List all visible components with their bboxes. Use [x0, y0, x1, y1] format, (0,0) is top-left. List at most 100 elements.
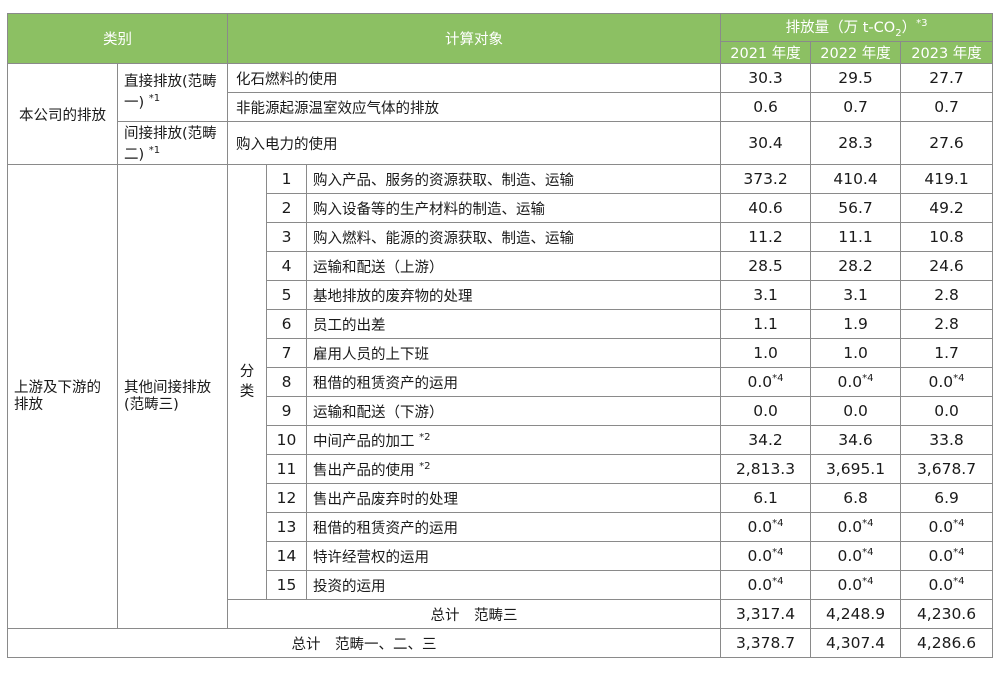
category-number: 14 — [266, 541, 307, 571]
row-target-text: 售出产品废弃时的处理 — [313, 491, 458, 508]
value-text: 419.1 — [924, 170, 969, 188]
row-target: 租借的租赁资产的运用 — [305, 512, 722, 542]
value-note: *4 — [953, 575, 965, 587]
row-target-text: 租借的租赁资产的运用 — [313, 520, 458, 537]
grand-total-2021: 3,378.7 — [720, 628, 812, 658]
header-year-2021: 2021 年度 — [720, 41, 812, 64]
direct-emission-note: *1 — [148, 93, 161, 105]
value-2021: 30.4 — [720, 121, 812, 165]
value-text: 28.2 — [838, 257, 873, 275]
value-text: 1.0 — [843, 344, 868, 362]
table-row: 15 投资的运用 0.0*4 0.0*4 0.0*4 — [8, 570, 994, 600]
value-2021: 30.3 — [720, 63, 812, 93]
value-2021: 0.0*4 — [720, 541, 812, 571]
value-text: 49.2 — [929, 199, 964, 217]
header-emission-note: *3 — [916, 18, 928, 30]
value-2023: 0.0*4 — [900, 367, 994, 397]
category-number: 6 — [266, 309, 307, 339]
grand-total-row: 总计 范畴一、二、三 3,378.7 4,307.4 4,286.6 — [6, 628, 994, 658]
row-target-text: 基地排放的废弃物的处理 — [313, 288, 473, 305]
value-text: 0.0 — [837, 576, 863, 594]
value-note: *4 — [772, 546, 784, 558]
value-2023: 0.0*4 — [900, 570, 994, 600]
row-target-text: 投资的运用 — [313, 578, 386, 595]
category-number: 13 — [266, 512, 307, 542]
table-row: 3 购入燃料、能源的资源获取、制造、运输 11.2 11.1 10.8 — [8, 222, 994, 252]
value-2023: 2.8 — [900, 280, 994, 310]
value-2022: 3,695.1 — [810, 454, 902, 484]
value-2022: 29.5 — [810, 63, 902, 93]
class-char-2: 类 — [239, 384, 255, 400]
value-text: 0.0 — [747, 576, 773, 594]
class-label: 分类 — [227, 164, 267, 600]
row-target: 基地排放的废弃物的处理 — [305, 280, 722, 310]
table-row: 14 特许经营权的运用 0.0*4 0.0*4 0.0*4 — [8, 541, 994, 571]
value-text: 1.7 — [934, 344, 959, 362]
value-text: 0.0 — [747, 518, 773, 536]
value-2022: 0.0*4 — [810, 512, 902, 542]
row-target-text: 员工的出差 — [313, 317, 386, 334]
table-row: 5 基地排放的废弃物的处理 3.1 3.1 2.8 — [8, 280, 994, 310]
row-target-text: 购入设备等的生产材料的制造、运输 — [313, 201, 545, 218]
header-emission: 排放量（万 t-CO2）*3 — [720, 13, 994, 42]
row-target-text: 雇用人员的上下班 — [313, 346, 429, 363]
value-text: 40.6 — [748, 199, 783, 217]
header-emission-suffix: ） — [901, 20, 917, 37]
direct-emission-label: 直接排放(范畴一) *1 — [117, 63, 228, 122]
table-row: 9 运输和配送（下游） 0.0 0.0 0.0 — [8, 396, 994, 426]
value-2022: 56.7 — [810, 193, 902, 223]
value-2022: 0.0 — [810, 396, 902, 426]
scope3-body: 上游及下游的排放 其他间接排放(范畴三) 分类 1 购入产品、服务的资源获取、制造、运输… — [7, 164, 994, 629]
value-text: 1.9 — [843, 315, 868, 333]
value-text: 410.4 — [833, 170, 878, 188]
value-text: 0.0 — [934, 402, 959, 420]
value-text: 0.0 — [928, 373, 954, 391]
emissions-table: 类别 计算对象 排放量（万 t-CO2）*3 2021 年度 2022 年度 2… — [6, 13, 994, 658]
row-target: 员工的出差 — [305, 309, 722, 339]
value-text: 3,678.7 — [916, 460, 977, 478]
value-2021: 0.6 — [720, 92, 812, 122]
value-2023: 0.0*4 — [900, 512, 994, 542]
value-2021: 0.0*4 — [720, 512, 812, 542]
category-number: 4 — [266, 251, 307, 281]
value-2022: 0.7 — [810, 92, 902, 122]
scope3-total-label: 总计 范畴三 — [226, 599, 722, 629]
value-text: 0.0 — [747, 373, 773, 391]
value-text: 2.8 — [934, 315, 959, 333]
row-target: 购入设备等的生产材料的制造、运输 — [305, 193, 722, 223]
value-text: 3.1 — [843, 286, 868, 304]
value-2022: 1.0 — [810, 338, 902, 368]
value-text: 1.0 — [753, 344, 778, 362]
row-target-text: 购入燃料、能源的资源获取、制造、运输 — [313, 230, 574, 247]
row-target: 中间产品的加工 *2 — [305, 425, 722, 455]
value-2022: 6.8 — [810, 483, 902, 513]
value-2021: 0.0*4 — [720, 367, 812, 397]
row-target-text: 购入产品、服务的资源获取、制造、运输 — [313, 172, 574, 189]
scope3-total-2022: 4,248.9 — [810, 599, 902, 629]
table-row: 2 购入设备等的生产材料的制造、运输 40.6 56.7 49.2 — [8, 193, 994, 223]
table-row: 4 运输和配送（上游） 28.5 28.2 24.6 — [8, 251, 994, 281]
value-2021: 0.0*4 — [720, 570, 812, 600]
value-2022: 410.4 — [810, 164, 902, 194]
value-text: 0.0 — [843, 402, 868, 420]
table-row: 13 租借的租赁资产的运用 0.0*4 0.0*4 0.0*4 — [8, 512, 994, 542]
upstream-downstream-label: 上游及下游的排放 — [7, 164, 118, 629]
row-target-note: *2 — [419, 431, 431, 443]
value-2021: 40.6 — [720, 193, 812, 223]
grand-total-2022: 4,307.4 — [810, 628, 902, 658]
category-number: 10 — [266, 425, 307, 455]
value-2023: 10.8 — [900, 222, 994, 252]
grand-total-2023: 4,286.6 — [900, 628, 994, 658]
table-row: 本公司的排放 直接排放(范畴一) *1 化石燃料的使用 30.3 29.5 27… — [7, 63, 994, 165]
value-2023: 49.2 — [900, 193, 994, 223]
value-note: *4 — [862, 372, 874, 384]
value-text: 11.1 — [838, 228, 873, 246]
value-text: 56.7 — [838, 199, 873, 217]
row-target-text: 中间产品的加工 — [313, 433, 415, 450]
value-2022: 28.3 — [810, 121, 902, 165]
row-target: 运输和配送（上游） — [305, 251, 722, 281]
value-2023: 3,678.7 — [900, 454, 994, 484]
value-text: 6.1 — [753, 489, 778, 507]
value-note: *4 — [772, 575, 784, 587]
value-note: *4 — [862, 517, 874, 529]
